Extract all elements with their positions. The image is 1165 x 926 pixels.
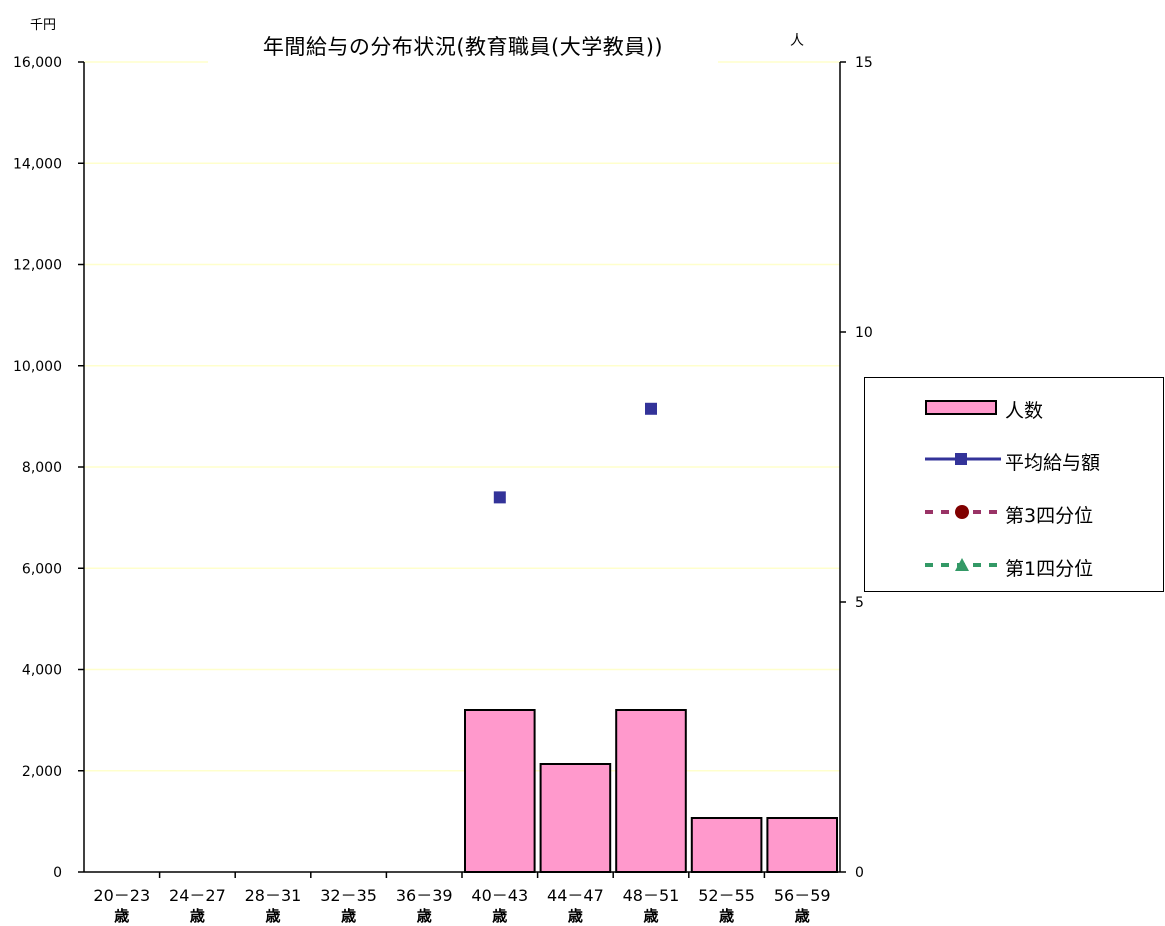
x-category-unit-label: 歳 bbox=[114, 907, 129, 925]
right-tick-label: 10 bbox=[855, 325, 873, 341]
legend-label: 人数 bbox=[1005, 400, 1044, 422]
bar-headcount bbox=[539, 763, 612, 873]
right-axis-unit: 人 bbox=[790, 33, 804, 49]
chart-title: 年間給与の分布状況(教育職員(大学教員)) bbox=[262, 35, 664, 59]
x-category-label: 20－23 bbox=[93, 886, 150, 905]
legend-item-headcount: 人数 bbox=[865, 392, 1165, 422]
right-tick-label: 5 bbox=[855, 595, 864, 611]
left-tick-label: 14,000 bbox=[13, 156, 62, 172]
left-tick-label: 2,000 bbox=[22, 764, 62, 780]
left-tick-label: 0 bbox=[53, 865, 62, 881]
x-axis-categories: 20－23 歳 24－27 歳 28－31 歳 32－35 歳 36－39 歳 40－43 歳 44－4… bbox=[93, 872, 831, 925]
legend-label: 平均給与額 bbox=[1005, 452, 1101, 474]
mean-salary-marker bbox=[493, 491, 506, 504]
x-category-label: 36－39 bbox=[396, 886, 453, 905]
x-category-unit-label: 歳 bbox=[341, 907, 356, 925]
maroon-circle-dashed-marker-icon bbox=[925, 505, 1001, 519]
mean-salary-marker bbox=[645, 402, 657, 415]
bar-headcount bbox=[615, 709, 687, 873]
title-background bbox=[208, 30, 718, 68]
left-axis-ticks: 0 2,000 4,000 6,000 8,000 10,000 12,000 14,000 1… bbox=[13, 55, 84, 881]
x-category-unit-label: 歳 bbox=[492, 907, 507, 925]
x-category-unit-label: 歳 bbox=[417, 907, 432, 925]
x-category-label: 28－31 bbox=[245, 886, 302, 905]
gridlines bbox=[84, 61, 840, 772]
left-tick-label: 8,000 bbox=[22, 460, 62, 476]
x-category-unit-label: 歳 bbox=[643, 907, 658, 925]
left-tick-label: 6,000 bbox=[22, 561, 62, 577]
x-category-label: 52－55 bbox=[698, 886, 755, 905]
x-category-unit-label: 歳 bbox=[795, 907, 810, 925]
bar-headcount bbox=[766, 817, 839, 873]
x-category-unit-label: 歳 bbox=[265, 907, 280, 925]
bar-headcount bbox=[690, 817, 763, 873]
bar-headcount bbox=[464, 709, 536, 873]
legend: 人数 平均給与額 第3四分位 第1四分位 bbox=[864, 377, 1164, 592]
x-category-label: 48－51 bbox=[623, 886, 680, 905]
green-triangle-dashed-marker-icon bbox=[925, 558, 1001, 571]
right-tick-label: 15 bbox=[855, 55, 873, 71]
bar-series bbox=[464, 709, 839, 873]
legend-item-first-quartile: 第1四分位 bbox=[865, 550, 1165, 580]
legend-item-mean-salary: 平均給与額 bbox=[865, 444, 1165, 474]
legend-item-third-quartile: 第3四分位 bbox=[865, 497, 1165, 527]
x-category-unit-label: 歳 bbox=[190, 907, 205, 925]
x-category-unit-label: 歳 bbox=[719, 907, 734, 925]
x-category-label: 32－35 bbox=[320, 886, 377, 905]
x-category-label: 24－27 bbox=[169, 886, 226, 905]
x-category-label: 56－59 bbox=[774, 886, 831, 905]
mean-salary-markers bbox=[493, 402, 657, 504]
x-category-label: 40－43 bbox=[471, 886, 528, 905]
left-tick-label: 10,000 bbox=[13, 359, 62, 375]
navy-square-line-marker-icon bbox=[925, 453, 1001, 465]
left-tick-label: 12,000 bbox=[13, 258, 62, 274]
x-category-unit-label: 歳 bbox=[568, 907, 583, 925]
right-tick-label: 0 bbox=[855, 865, 864, 881]
x-category-label: 44－47 bbox=[547, 886, 604, 905]
legend-label: 第1四分位 bbox=[1005, 558, 1094, 580]
legend-label: 第3四分位 bbox=[1005, 505, 1094, 527]
left-axis-unit: 千円 bbox=[30, 18, 57, 33]
left-tick-label: 16,000 bbox=[13, 55, 62, 71]
left-tick-label: 4,000 bbox=[22, 663, 62, 679]
right-axis-ticks: 0 5 10 15 bbox=[840, 55, 873, 881]
pink-bar-swatch-icon bbox=[925, 400, 997, 415]
